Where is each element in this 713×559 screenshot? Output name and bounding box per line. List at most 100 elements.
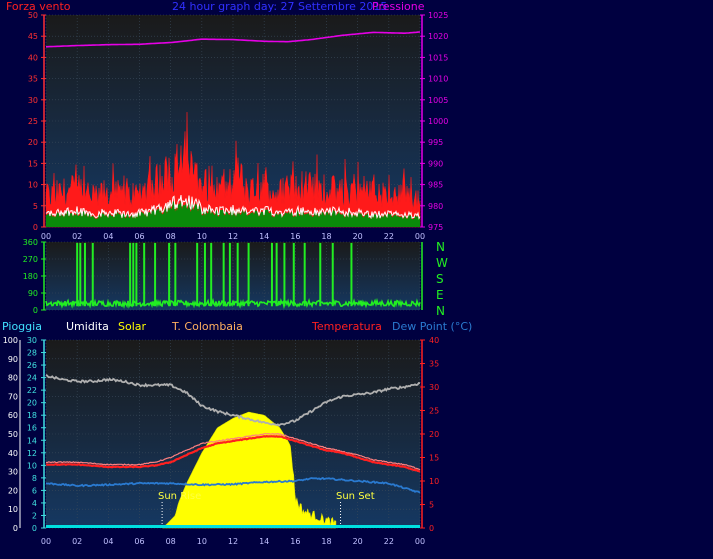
p1-xtick-1: 02 [72, 232, 82, 241]
humidity-tick-22: 22 [27, 386, 37, 395]
pressure-axis-title: Pressione [372, 0, 425, 13]
direction-series [45, 297, 421, 310]
humidity-series [45, 374, 421, 427]
temperature-tick-35: 35 [429, 360, 439, 369]
rain-tick-0: 0 [13, 524, 18, 533]
wind-tick-20: 20 [28, 138, 38, 147]
p1-xtick-10: 20 [353, 232, 363, 241]
p1-xtick-7: 14 [259, 232, 269, 241]
rain-tick-90: 90 [8, 355, 18, 364]
wind-tick-15: 15 [28, 159, 38, 168]
pressure-tick-1025: 1025 [428, 11, 448, 20]
humidity-tick-26: 26 [27, 361, 37, 370]
humidity-tick-18: 18 [27, 411, 37, 420]
p3-xtick-12: 00 [415, 537, 425, 546]
temperature-tick-10: 10 [429, 477, 439, 486]
humidity-tick-30: 30 [27, 336, 37, 345]
p3-xtick-3: 06 [134, 537, 144, 546]
humidity-legend: Umidita [66, 320, 109, 333]
direction-label-w: W [436, 256, 448, 270]
temperature-tick-0: 0 [429, 524, 434, 533]
chart-title: 24 hour graph day: 27 Settembre 2015 [172, 0, 388, 13]
pressure-series [45, 31, 421, 48]
p1-xtick-4: 08 [166, 232, 176, 241]
p3-xtick-5: 10 [197, 537, 207, 546]
direction-label-n: N [436, 240, 445, 254]
temperature-tick-15: 15 [429, 454, 439, 463]
direction-tick-180: 180 [23, 272, 38, 281]
rain-tick-10: 10 [8, 505, 18, 514]
rain-legend: Pioggia [2, 320, 42, 333]
pressure-tick-1015: 1015 [428, 53, 448, 62]
pressure-tick-1020: 1020 [428, 32, 448, 41]
wind-tick-40: 40 [28, 53, 38, 62]
p1-xtick-8: 16 [290, 232, 300, 241]
p3-xtick-6: 12 [228, 537, 238, 546]
pressure-tick-985: 985 [428, 181, 443, 190]
p3-xtick-10: 20 [353, 537, 363, 546]
wind-axis-title: Forza vento [6, 0, 71, 13]
p1-xtick-0: 00 [41, 232, 51, 241]
direction-tick-270: 270 [23, 255, 38, 264]
rain-tick-100: 100 [3, 336, 18, 345]
rain-tick-80: 80 [8, 374, 18, 383]
p1-xtick-5: 10 [197, 232, 207, 241]
pressure-tick-990: 990 [428, 159, 443, 168]
direction-label-e: E [436, 288, 444, 302]
humidity-tick-4: 4 [32, 499, 37, 508]
wind-tick-45: 45 [28, 32, 38, 41]
wind-tick-50: 50 [28, 11, 38, 20]
direction-tick-90: 90 [28, 289, 38, 298]
direction-tick-0: 0 [33, 306, 38, 315]
pressure-tick-995: 995 [428, 138, 443, 147]
humidity-tick-10: 10 [27, 461, 37, 470]
dewpoint-legend: Dew Point (°C) [392, 320, 473, 333]
rain-tick-50: 50 [8, 430, 18, 439]
humidity-tick-8: 8 [32, 474, 37, 483]
p3-xtick-0: 00 [41, 537, 51, 546]
humidity-tick-16: 16 [27, 424, 37, 433]
pressure-tick-1005: 1005 [428, 96, 448, 105]
wind-gust-series [45, 112, 421, 228]
humidity-tick-24: 24 [27, 374, 37, 383]
wind-tick-25: 25 [28, 117, 38, 126]
p3-xtick-2: 04 [103, 537, 113, 546]
direction-label-n2: N [436, 304, 445, 318]
p3-xtick-7: 14 [259, 537, 269, 546]
temperature-tick-20: 20 [429, 430, 439, 439]
p1-xtick-2: 04 [103, 232, 113, 241]
p1-xtick-9: 18 [321, 232, 331, 241]
p3-xtick-4: 08 [166, 537, 176, 546]
p3-xtick-11: 22 [384, 537, 394, 546]
wind-tick-10: 10 [28, 181, 38, 190]
wind-average-fill [46, 199, 420, 227]
humidity-tick-20: 20 [27, 399, 37, 408]
pressure-tick-980: 980 [428, 202, 443, 211]
temperature-legend: Temperatura [312, 320, 382, 333]
rain-tick-30: 30 [8, 468, 18, 477]
temperature-tick-5: 5 [429, 501, 434, 510]
wind-tick-30: 30 [28, 96, 38, 105]
rain-tick-20: 20 [8, 486, 18, 495]
p3-xtick-1: 02 [72, 537, 82, 546]
temperature-tick-25: 25 [429, 407, 439, 416]
p1-xtick-12: 00 [415, 232, 425, 241]
pressure-tick-1010: 1010 [428, 75, 448, 84]
rain-tick-70: 70 [8, 392, 18, 401]
dewpoint-series [45, 476, 421, 494]
temperature-tick-30: 30 [429, 383, 439, 392]
p1-xtick-6: 12 [228, 232, 238, 241]
direction-label-s: S [436, 272, 444, 286]
colombaia-legend: T. Colombaia [172, 320, 243, 333]
humidity-tick-14: 14 [27, 436, 37, 445]
humidity-tick-0: 0 [32, 524, 37, 533]
p3-xtick-9: 18 [321, 537, 331, 546]
humidity-tick-28: 28 [27, 349, 37, 358]
pressure-tick-1000: 1000 [428, 117, 448, 126]
rain-tick-40: 40 [8, 449, 18, 458]
rain-tick-60: 60 [8, 411, 18, 420]
p1-xtick-11: 22 [384, 232, 394, 241]
solar-legend: Solar [118, 320, 147, 333]
